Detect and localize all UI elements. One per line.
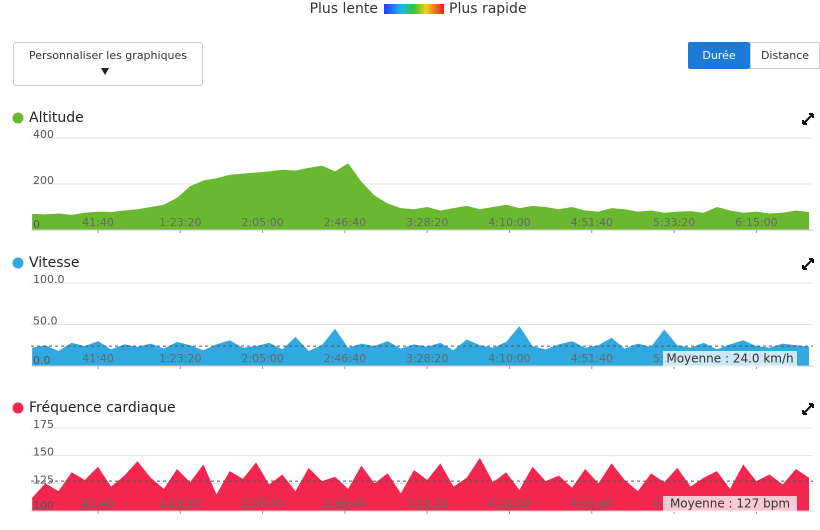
y-tick-label: 400 bbox=[33, 128, 54, 141]
x-tick-label: 3:28:20 bbox=[406, 216, 448, 229]
chart-title: Vitesse bbox=[29, 255, 79, 271]
chart-title: Fréquence cardiaque bbox=[29, 400, 176, 416]
x-tick-label: 2:46:40 bbox=[324, 497, 366, 510]
y-tick-label: 150 bbox=[33, 446, 54, 459]
x-tick-label: 41:40 bbox=[82, 216, 114, 229]
x-tick-label: 4:10:00 bbox=[488, 216, 530, 229]
y-tick-label: 100 bbox=[33, 499, 54, 512]
area bbox=[32, 457, 810, 511]
chart-title: Altitude bbox=[29, 110, 84, 126]
mode-duration-label: Durée bbox=[702, 49, 735, 62]
y-tick-label: 0 bbox=[33, 218, 40, 231]
x-tick-label: 6:15:00 bbox=[735, 216, 777, 229]
x-tick-label: 2:46:40 bbox=[324, 352, 366, 365]
mode-duration-button[interactable] bbox=[688, 42, 750, 69]
y-tick-label: 175 bbox=[33, 418, 54, 431]
x-tick-label: 1:23:20 bbox=[159, 352, 201, 365]
series-dot bbox=[12, 112, 24, 124]
average-box bbox=[663, 351, 797, 367]
y-tick-label: 200 bbox=[33, 174, 54, 187]
legend-fast: Plus rapide bbox=[449, 1, 527, 17]
y-tick-label: 0.0 bbox=[33, 354, 51, 367]
x-tick-label: 4:51:40 bbox=[571, 352, 613, 365]
average-box bbox=[663, 496, 797, 512]
series-dot bbox=[12, 402, 24, 414]
x-tick-label: 1:23:20 bbox=[159, 216, 201, 229]
expand-icon[interactable] bbox=[802, 258, 814, 270]
x-tick-label: 4:10:00 bbox=[488, 352, 530, 365]
y-tick-label: 125 bbox=[33, 473, 54, 486]
average-label: Moyenne : 24.0 km/h bbox=[666, 352, 793, 366]
legend-slow: Plus lente bbox=[310, 1, 378, 17]
x-tick-label: 4:10:00 bbox=[488, 497, 530, 510]
x-tick-label: 1:23:20 bbox=[159, 497, 201, 510]
dropdown-arrow bbox=[101, 68, 109, 75]
expand-icon[interactable] bbox=[802, 403, 814, 415]
average-label: Moyenne : 127 bpm bbox=[670, 497, 790, 511]
x-tick-label: 3:28:20 bbox=[406, 497, 448, 510]
y-tick-label: 100.0 bbox=[33, 273, 65, 286]
speed-gradient bbox=[384, 4, 444, 14]
x-tick-label: 41:40 bbox=[82, 497, 114, 510]
y-tick-label: 50.0 bbox=[33, 315, 58, 328]
expand-icon[interactable] bbox=[802, 113, 814, 125]
x-tick-label: 4:51:40 bbox=[571, 216, 613, 229]
area bbox=[32, 326, 810, 366]
mode-distance-label: Distance bbox=[761, 49, 809, 62]
x-tick-label: 2:46:40 bbox=[324, 216, 366, 229]
x-tick-label: 2:05:00 bbox=[241, 497, 283, 510]
x-tick-label: 2:05:00 bbox=[241, 352, 283, 365]
series-dot bbox=[12, 257, 24, 269]
x-tick-label: 2:05:00 bbox=[241, 216, 283, 229]
customize-label: Personnaliser les graphiques bbox=[29, 49, 187, 62]
x-tick-label: 41:40 bbox=[82, 352, 114, 365]
mode-distance-button[interactable] bbox=[750, 42, 820, 69]
x-tick-label: 3:28:20 bbox=[406, 352, 448, 365]
customize-button[interactable] bbox=[13, 42, 203, 86]
area bbox=[32, 163, 810, 230]
x-tick-label: 4:51:40 bbox=[571, 497, 613, 510]
x-tick-label: 5:33:20 bbox=[653, 216, 695, 229]
